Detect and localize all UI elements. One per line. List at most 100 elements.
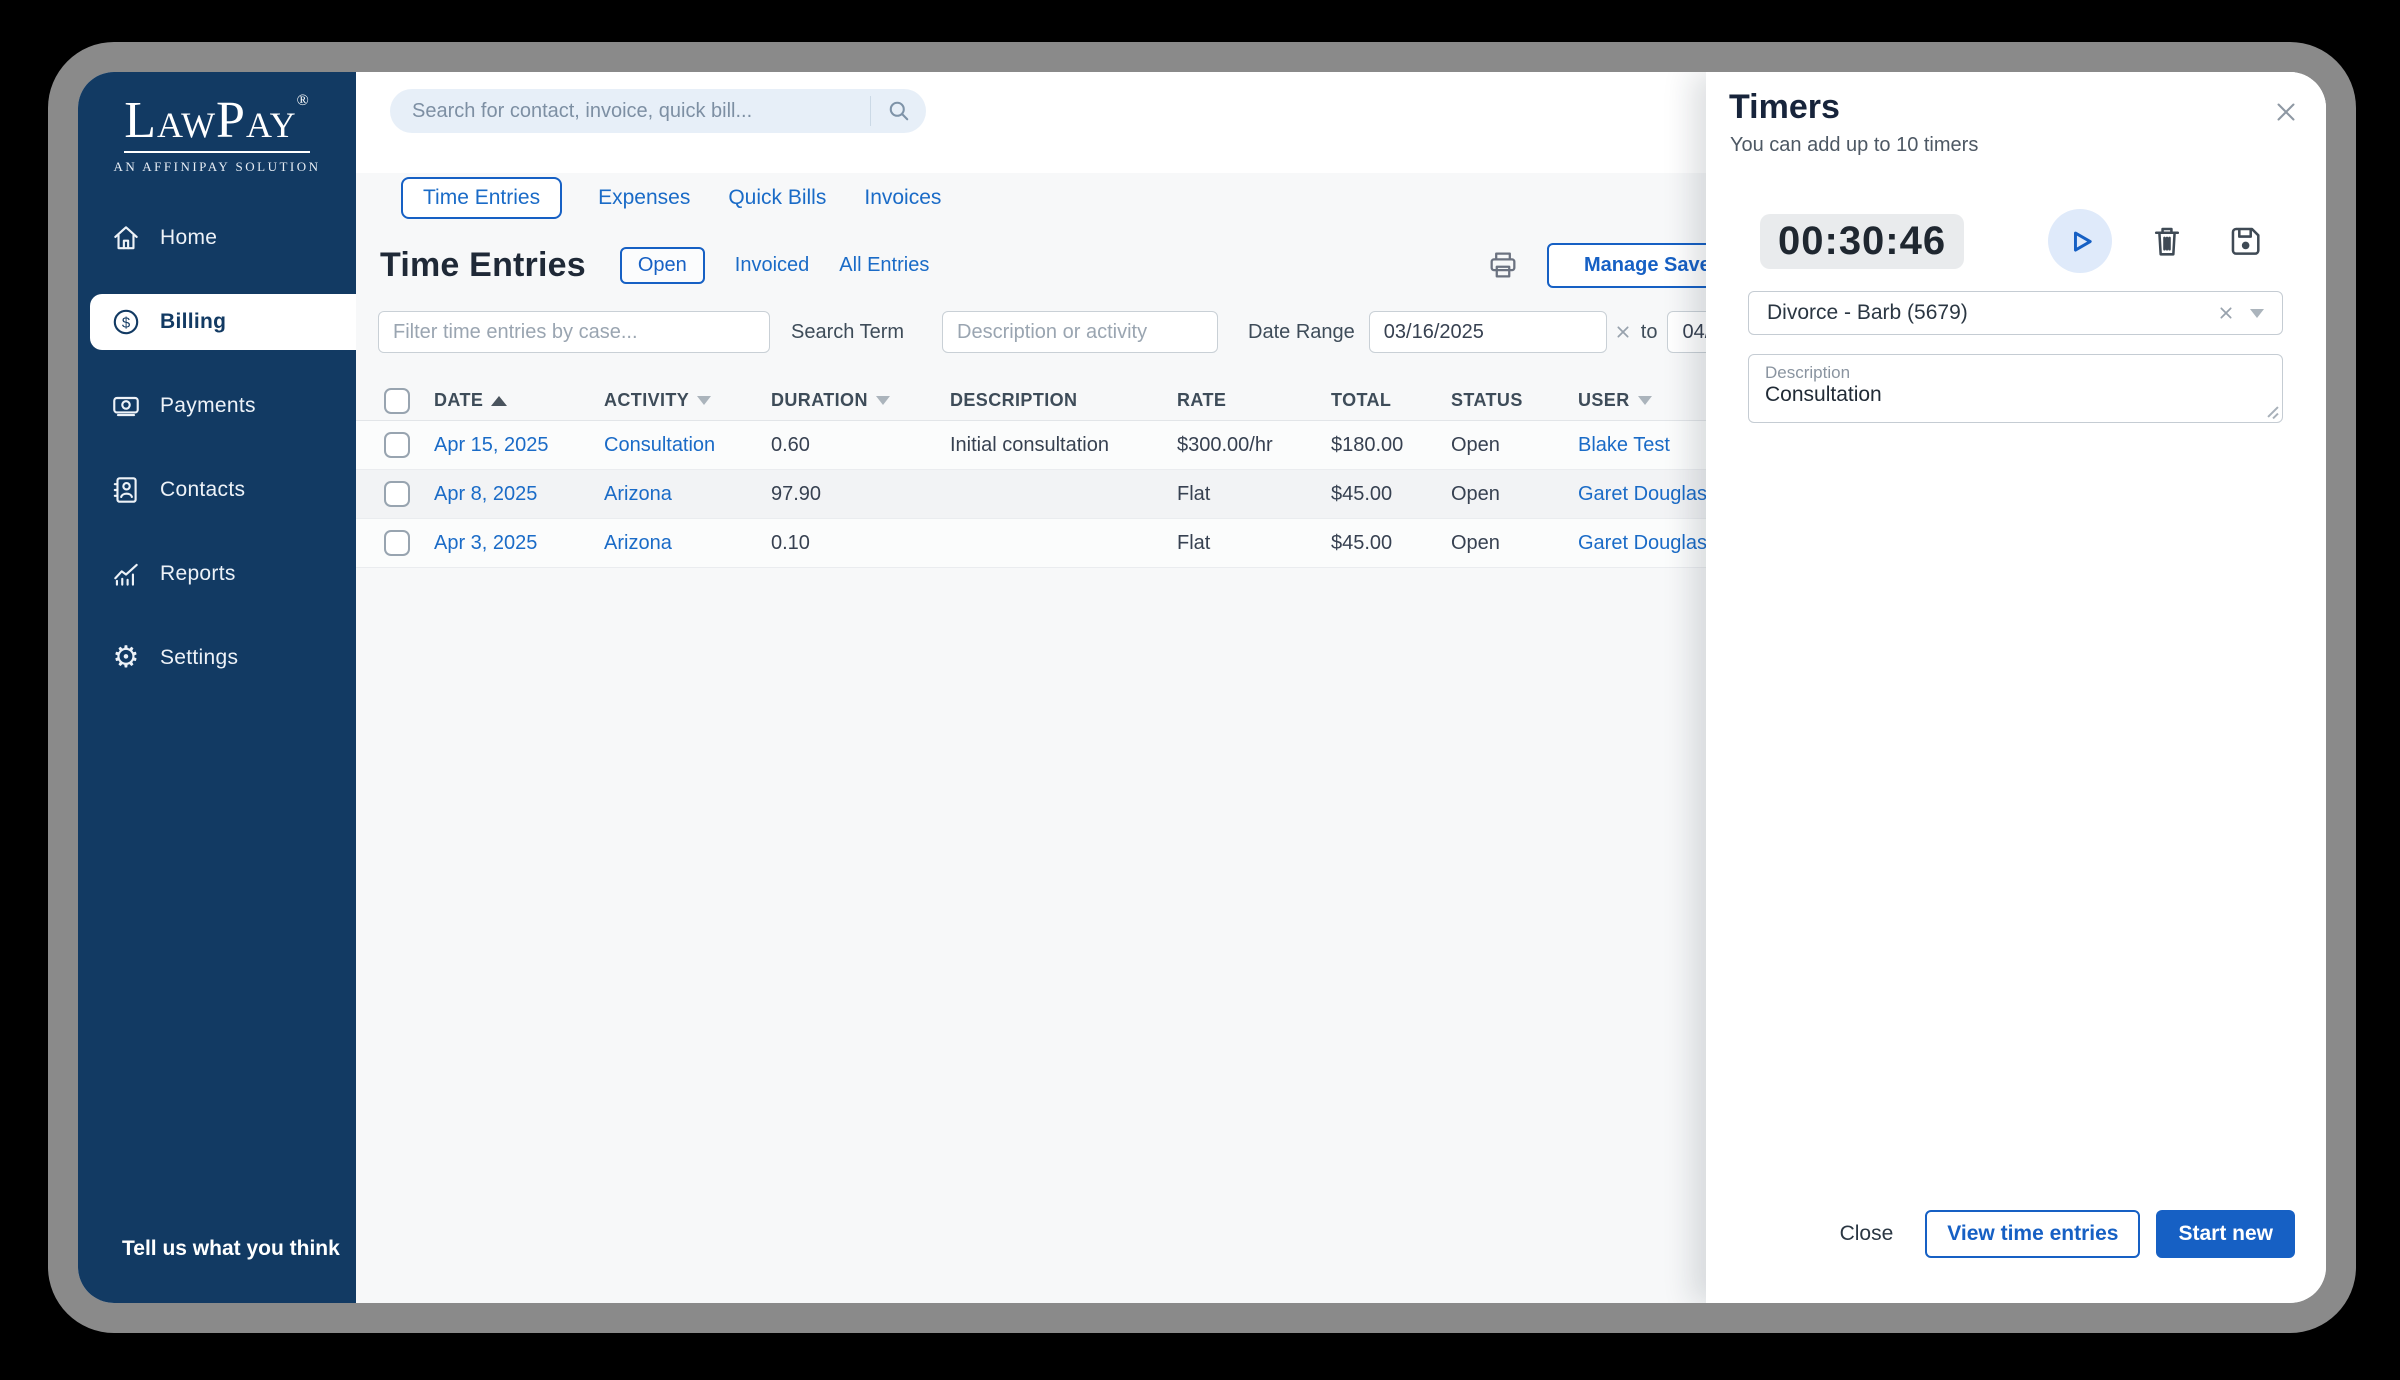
date-from-input[interactable] — [1368, 311, 1607, 353]
timers-footer: Close View time entries Start new — [1840, 1210, 2295, 1258]
chevron-down-icon[interactable] — [2250, 308, 2264, 318]
svg-text:$: $ — [122, 314, 131, 331]
feedback-link[interactable]: Tell us what you think — [122, 1237, 340, 1260]
close-icon[interactable] — [2270, 96, 2302, 128]
app-window: LawPay® AN AFFINIPAY SOLUTION Home $ Bil… — [78, 72, 2326, 1303]
column-activity[interactable]: ACTIVITY — [604, 390, 771, 411]
filter-row: Search Term Date Range to — [378, 311, 2326, 353]
entry-user-link[interactable]: Garet Douglas — [1578, 482, 1707, 505]
printer-icon[interactable] — [1483, 245, 1523, 285]
entry-total: $45.00 — [1331, 531, 1393, 554]
view-time-entries-button[interactable]: View time entries — [1925, 1210, 2141, 1258]
tab-quick-bills[interactable]: Quick Bills — [728, 186, 827, 209]
entry-duration: 0.10 — [771, 531, 810, 554]
entry-status: Open — [1451, 433, 1500, 456]
entry-activity-link[interactable]: Arizona — [604, 531, 672, 554]
sidebar: LawPay® AN AFFINIPAY SOLUTION Home $ Bil… — [78, 72, 356, 1303]
row-checkbox[interactable] — [384, 530, 410, 556]
case-select[interactable]: Divorce - Barb (5679) — [1748, 291, 2283, 335]
column-user[interactable]: USER — [1578, 390, 2302, 411]
select-all-checkbox[interactable] — [384, 387, 410, 414]
sidebar-item-billing[interactable]: $ Billing — [90, 294, 356, 350]
timers-panel: Timers You can add up to 10 timers 00:30… — [1706, 72, 2326, 1303]
tab-invoices[interactable]: Invoices — [864, 186, 942, 209]
entry-description: Initial consultation — [950, 433, 1109, 456]
description-filter-input[interactable] — [942, 311, 1219, 353]
home-icon — [110, 222, 142, 254]
sort-asc-icon — [491, 395, 508, 406]
sidebar-item-settings[interactable]: ⚙ Settings — [78, 630, 356, 686]
entry-user-link[interactable]: Garet Douglas — [1578, 531, 1707, 554]
sidebar-item-payments[interactable]: Payments — [78, 378, 356, 434]
status-filters: Open Invoiced All Entries — [619, 246, 930, 284]
description-textarea[interactable]: Consultation — [1765, 383, 2266, 411]
date-to-label: to — [1640, 320, 1658, 343]
filter-all-entries[interactable]: All Entries — [839, 253, 930, 276]
filter-open[interactable]: Open — [619, 246, 705, 284]
timer-description-field: Description Consultation — [1748, 354, 2283, 423]
timer-row: 00:30:46 — [1760, 209, 2280, 273]
column-rate[interactable]: RATE — [1177, 390, 1227, 410]
logo-tagline: AN AFFINIPAY SOLUTION — [113, 159, 321, 175]
entry-rate: Flat — [1177, 531, 1211, 554]
timers-subtitle: You can add up to 10 timers — [1730, 134, 1979, 156]
timers-title: Timers — [1729, 88, 1840, 126]
caret-down-icon — [697, 396, 712, 405]
main-content: Time Entries Expenses Quick Bills Invoic… — [356, 72, 2326, 1303]
timer-display: 00:30:46 — [1760, 213, 1965, 269]
trash-icon[interactable] — [2147, 221, 2187, 261]
search-icon[interactable] — [870, 96, 926, 126]
entry-total: $45.00 — [1331, 482, 1393, 505]
reports-icon — [110, 558, 142, 590]
search-input[interactable] — [390, 99, 870, 123]
filter-invoiced[interactable]: Invoiced — [734, 253, 810, 276]
case-select-value: Divorce - Barb (5679) — [1767, 301, 1968, 324]
tab-expenses[interactable]: Expenses — [598, 186, 691, 209]
row-checkbox[interactable] — [384, 432, 410, 458]
entry-total: $180.00 — [1331, 433, 1404, 456]
case-filter-input[interactable] — [378, 311, 770, 353]
clear-case-icon[interactable] — [2216, 303, 2236, 323]
entry-activity-link[interactable]: Arizona — [604, 482, 672, 505]
entry-duration: 0.60 — [771, 433, 810, 456]
billing-icon: $ — [110, 306, 142, 338]
entry-date-link[interactable]: Apr 3, 2025 — [434, 531, 538, 554]
resize-handle[interactable] — [2265, 405, 2279, 419]
save-icon[interactable] — [2225, 221, 2265, 261]
sidebar-item-home[interactable]: Home — [78, 210, 356, 266]
logo-divider — [124, 151, 310, 154]
entry-date-link[interactable]: Apr 8, 2025 — [434, 482, 538, 505]
sidebar-item-label: Home — [160, 226, 218, 249]
sidebar-item-reports[interactable]: Reports — [78, 546, 356, 602]
column-duration[interactable]: DURATION — [771, 390, 950, 411]
lawpay-logo: LawPay® AN AFFINIPAY SOLUTION — [78, 72, 356, 175]
description-label: Description — [1765, 363, 1851, 382]
start-new-button[interactable]: Start new — [2156, 1210, 2295, 1258]
sidebar-nav: Home $ Billing Payments Contacts — [78, 182, 356, 714]
sidebar-item-contacts[interactable]: Contacts — [78, 462, 356, 518]
column-total[interactable]: TOTAL — [1331, 390, 1392, 410]
search-term-label: Search Term — [791, 320, 905, 343]
global-search — [390, 89, 926, 133]
page-title: Time Entries — [380, 245, 586, 284]
column-description[interactable]: DESCRIPTION — [950, 390, 1078, 410]
contacts-icon — [110, 474, 142, 506]
entry-activity-link[interactable]: Consultation — [604, 433, 716, 456]
date-range-label: Date Range — [1248, 320, 1355, 343]
play-button[interactable] — [2048, 209, 2112, 273]
table-header-row: DATE ACTIVITY DURATION DESCRIPTION RATE … — [356, 381, 2302, 421]
entry-user-link[interactable]: Blake Test — [1578, 433, 1670, 456]
column-date[interactable]: DATE — [434, 390, 604, 411]
sidebar-item-label: Billing — [160, 310, 227, 333]
payments-icon — [110, 390, 142, 422]
entry-date-link[interactable]: Apr 15, 2025 — [434, 433, 549, 456]
billing-tabs: Time Entries Expenses Quick Bills Invoic… — [401, 176, 2326, 220]
row-checkbox[interactable] — [384, 481, 410, 507]
close-button[interactable]: Close — [1839, 1222, 1894, 1245]
clear-date-icon[interactable] — [1613, 322, 1633, 342]
page-header: Time Entries Open Invoiced All Entries M… — [380, 242, 2326, 288]
sidebar-item-label: Contacts — [160, 478, 246, 501]
caret-down-icon — [1637, 396, 1652, 405]
column-status[interactable]: STATUS — [1451, 390, 1523, 410]
tab-time-entries[interactable]: Time Entries — [401, 177, 563, 219]
